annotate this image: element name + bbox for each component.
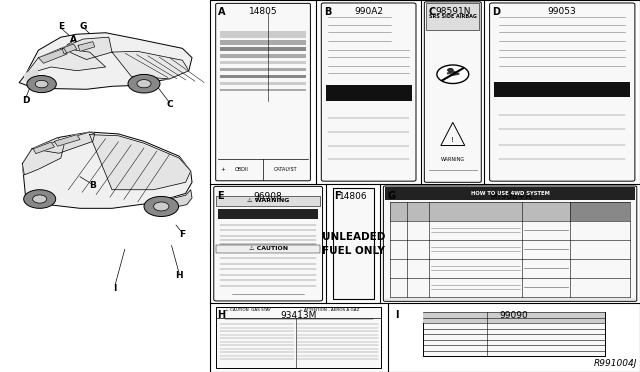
Text: E: E (58, 22, 64, 31)
Bar (333, 188, 374, 299)
Bar (570, 202, 630, 221)
FancyBboxPatch shape (490, 3, 635, 181)
Text: 99090: 99090 (500, 311, 528, 320)
Text: 990A2: 990A2 (354, 7, 383, 16)
Text: B: B (324, 7, 332, 17)
Circle shape (137, 80, 151, 88)
Text: G: G (79, 22, 87, 31)
Polygon shape (90, 135, 191, 190)
Text: CATALYST: CATALYST (274, 167, 298, 171)
Bar (326, 85, 412, 101)
Text: WARNING: WARNING (441, 157, 465, 162)
Bar (220, 61, 306, 64)
Text: 96908: 96908 (254, 192, 282, 201)
Bar (494, 81, 630, 97)
Bar (423, 312, 605, 356)
Text: I: I (113, 284, 117, 293)
Polygon shape (19, 33, 192, 89)
Text: HOW TO USE 4WD SYSTEM: HOW TO USE 4WD SYSTEM (470, 191, 550, 196)
Text: D: D (22, 96, 29, 105)
Bar (426, 3, 479, 30)
Polygon shape (62, 44, 77, 54)
Text: ⚠ CAUTION: ⚠ CAUTION (248, 246, 288, 251)
Text: R991004J: R991004J (593, 359, 637, 368)
Text: F: F (179, 230, 186, 239)
FancyBboxPatch shape (214, 186, 323, 301)
Text: B: B (90, 182, 96, 190)
Text: E: E (218, 191, 224, 201)
Circle shape (33, 195, 47, 203)
Text: G: G (388, 191, 396, 201)
Circle shape (24, 190, 56, 208)
Polygon shape (78, 42, 95, 51)
Bar (216, 307, 381, 368)
Circle shape (35, 80, 48, 88)
Text: UNLEADED
FUEL ONLY: UNLEADED FUEL ONLY (321, 232, 385, 256)
Bar (220, 89, 306, 91)
Text: 99053: 99053 (548, 7, 577, 16)
Polygon shape (38, 48, 67, 63)
Text: ⚠ WARNING: ⚠ WARNING (247, 198, 289, 203)
Polygon shape (112, 51, 189, 79)
Circle shape (154, 202, 169, 211)
FancyBboxPatch shape (424, 2, 481, 182)
Text: 98591N: 98591N (435, 7, 470, 16)
Polygon shape (32, 132, 95, 153)
Text: C: C (166, 100, 173, 109)
Bar (220, 68, 306, 71)
Text: I: I (396, 310, 399, 320)
Text: ⚠ CAUTION  GAS STAY: ⚠ CAUTION GAS STAY (225, 308, 271, 312)
Text: +: + (220, 167, 225, 171)
Polygon shape (61, 37, 112, 60)
Polygon shape (22, 138, 64, 175)
Text: 14805: 14805 (249, 7, 277, 16)
Bar (220, 54, 306, 58)
Text: H: H (218, 310, 226, 320)
Text: H: H (175, 271, 183, 280)
Bar (220, 74, 306, 78)
Polygon shape (33, 142, 54, 154)
Bar (218, 209, 318, 219)
Bar (423, 312, 605, 318)
Bar (216, 196, 320, 206)
Bar (216, 245, 320, 253)
Text: OBDII: OBDII (236, 167, 249, 171)
Circle shape (447, 68, 453, 72)
FancyBboxPatch shape (216, 3, 310, 181)
Polygon shape (154, 190, 192, 211)
Text: 14806: 14806 (339, 192, 367, 201)
Text: SRS SIDE AIRBAG: SRS SIDE AIRBAG (429, 14, 477, 19)
Text: C: C (429, 7, 436, 17)
Circle shape (128, 74, 160, 93)
Text: 96908+A: 96908+A (489, 192, 531, 201)
FancyBboxPatch shape (321, 3, 416, 181)
Circle shape (144, 196, 179, 217)
Text: F: F (334, 191, 340, 201)
Text: !: ! (451, 137, 454, 143)
Text: D: D (492, 7, 500, 17)
Bar (220, 46, 306, 51)
Text: A: A (218, 7, 225, 17)
Bar (423, 318, 605, 323)
Circle shape (27, 76, 56, 93)
Bar (220, 39, 306, 45)
Polygon shape (22, 132, 192, 208)
Text: ⚠ ATTENTION - AEROS A GAZ: ⚠ ATTENTION - AEROS A GAZ (299, 308, 359, 312)
Bar (220, 31, 306, 38)
Bar (385, 187, 635, 199)
Polygon shape (26, 48, 106, 74)
FancyBboxPatch shape (383, 186, 637, 301)
Polygon shape (24, 69, 38, 81)
Polygon shape (54, 135, 80, 146)
Text: 93413M: 93413M (281, 311, 317, 320)
Bar (220, 81, 306, 85)
Text: A: A (70, 35, 77, 44)
Circle shape (437, 65, 468, 83)
Bar (390, 202, 630, 221)
